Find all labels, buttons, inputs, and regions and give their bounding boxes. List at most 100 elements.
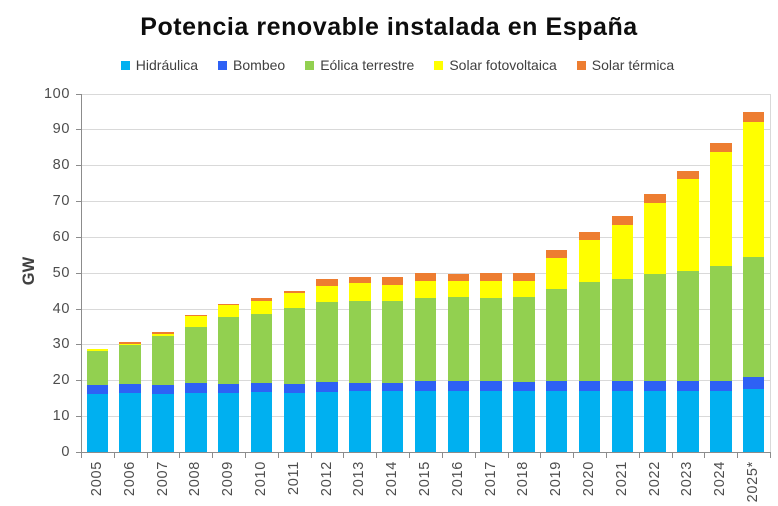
gridline [81, 236, 770, 238]
bar-segment-hidráulica [611, 390, 634, 452]
x-tick-label: 2013 [351, 461, 368, 497]
x-tick-label: 2010 [252, 461, 269, 497]
x-axis-tick [441, 451, 443, 458]
y-axis-tick [76, 93, 81, 95]
y-axis-tick [76, 415, 81, 417]
bar-segment-hidráulica [742, 389, 765, 452]
x-tick-label: 2025* [745, 461, 762, 503]
bar-segment-solar-fotovoltaica [349, 283, 371, 301]
bar-segment-solar-fotovoltaica [381, 284, 404, 301]
x-tick-label: 2016 [449, 461, 466, 497]
bar-segment-solar-térmica [480, 273, 502, 282]
bar-segment-solar-térmica [677, 170, 699, 179]
bar-segment-solar-fotovoltaica [185, 316, 207, 327]
bar-segment-hidráulica [480, 390, 502, 452]
legend-item: Hidráulica [120, 57, 199, 73]
gridline [81, 93, 770, 95]
bar-segment-bombeo [480, 381, 502, 391]
bar-segment-bombeo [545, 380, 568, 391]
legend-label: Solar térmica [591, 57, 675, 73]
x-axis-tick [81, 451, 82, 458]
bar-segment-solar-fotovoltaica [217, 304, 240, 317]
bar-segment-eólica-terrestre [447, 297, 470, 382]
bar-segment-hidráulica [316, 391, 338, 452]
bar-segment-solar-térmica [447, 273, 470, 282]
x-axis-tick [146, 451, 148, 458]
bar-segment-eólica-terrestre [742, 256, 765, 377]
x-axis-tick [770, 451, 771, 458]
bar-segment-solar-fotovoltaica [545, 257, 568, 289]
legend-swatch-icon [218, 60, 228, 70]
bar-segment-bombeo [611, 380, 634, 391]
bar-segment-solar-térmica [742, 112, 765, 123]
bar-segment-solar-fotovoltaica [513, 280, 535, 297]
bar-segment-hidráulica [710, 390, 732, 452]
x-axis-tick [573, 451, 575, 458]
bar-segment-hidráulica [677, 390, 699, 452]
y-tick-label: 60 [52, 228, 70, 245]
bar-segment-solar-térmica [513, 273, 535, 281]
bar-segment-solar-térmica [414, 273, 437, 282]
bar-segment-solar-térmica [119, 342, 141, 344]
legend-swatch-icon [576, 60, 586, 70]
bar-segment-hidráulica [381, 391, 404, 452]
bar-segment-hidráulica [119, 393, 141, 452]
gridline [81, 165, 770, 167]
y-axis-tick [76, 344, 81, 346]
bar-segment-solar-térmica [283, 290, 305, 294]
x-axis-tick [376, 451, 378, 458]
bar-segment-solar-térmica [381, 277, 404, 285]
plot-right-border [770, 93, 771, 452]
bar-segment-solar-fotovoltaica [447, 281, 470, 298]
bar-segment-hidráulica [185, 392, 207, 452]
x-tick-label: 2022 [646, 461, 663, 497]
bar-segment-bombeo [283, 383, 305, 394]
legend-item: Eólica terrestre [305, 57, 414, 73]
bar-segment-solar-térmica [611, 215, 634, 226]
bar-segment-solar-fotovoltaica [283, 293, 305, 309]
y-axis-tick [76, 380, 81, 382]
x-axis-tick [671, 451, 673, 458]
x-axis-tick [277, 451, 279, 458]
x-axis-tick [409, 451, 411, 458]
y-axis-tick [76, 272, 81, 274]
bar-segment-eólica-terrestre [349, 300, 371, 383]
y-tick-label: 50 [52, 264, 70, 281]
x-tick-label: 2018 [515, 461, 532, 497]
legend-label: Solar fotovoltaica [449, 57, 557, 73]
bar-segment-solar-fotovoltaica [480, 281, 502, 298]
legend-swatch-icon [120, 60, 130, 70]
x-axis-tick [540, 451, 542, 458]
x-tick-label: 2007 [154, 461, 171, 497]
x-tick-label: 2014 [384, 461, 401, 497]
x-axis-tick [737, 451, 739, 458]
bar-segment-bombeo [250, 382, 273, 393]
y-tick-label: 90 [52, 121, 70, 138]
y-axis-tick [76, 165, 81, 167]
bar-segment-hidráulica [283, 393, 305, 452]
bar-segment-bombeo [349, 382, 371, 391]
bar-segment-eólica-terrestre [414, 297, 437, 382]
x-tick-label: 2019 [548, 461, 565, 497]
bar-segment-solar-fotovoltaica [152, 333, 174, 336]
bar-segment-bombeo [677, 380, 699, 391]
x-tick-label: 2021 [613, 461, 630, 497]
bar-segment-bombeo [578, 380, 601, 391]
bar-segment-bombeo [710, 380, 732, 391]
bar-segment-solar-fotovoltaica [710, 152, 732, 267]
bar-segment-bombeo [644, 380, 666, 391]
x-axis-tick [245, 451, 247, 458]
bar-segment-bombeo [185, 382, 207, 393]
x-axis-tick [474, 451, 476, 458]
y-axis-tick [76, 308, 81, 310]
bar-segment-bombeo [217, 383, 240, 394]
y-tick-label: 70 [52, 193, 70, 210]
bar-segment-bombeo [316, 381, 338, 392]
legend-label: Hidráulica [135, 57, 199, 73]
x-tick-label: 2015 [417, 461, 433, 497]
legend-item: Solar fotovoltaica [434, 57, 557, 73]
bar-segment-bombeo [513, 381, 535, 391]
x-axis-tick [704, 451, 706, 458]
x-tick-label: 2011 [285, 461, 302, 495]
y-tick-label: 30 [52, 336, 70, 353]
